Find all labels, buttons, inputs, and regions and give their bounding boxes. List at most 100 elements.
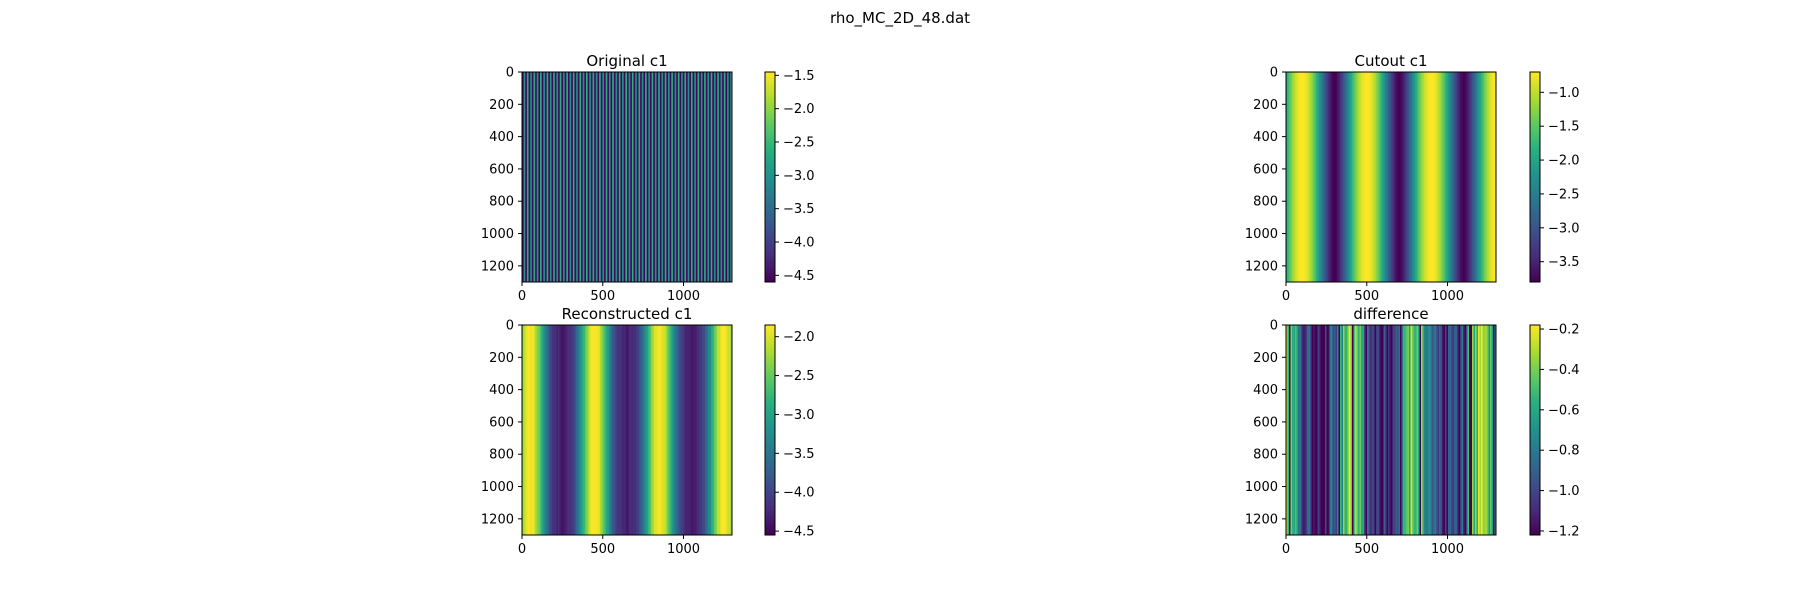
heatmap-column bbox=[715, 325, 718, 535]
heatmap-column bbox=[579, 72, 582, 282]
heatmap-column bbox=[1425, 72, 1428, 282]
heatmap-column bbox=[1320, 72, 1323, 282]
heatmap-column bbox=[523, 325, 526, 535]
heatmap-column bbox=[666, 72, 669, 282]
heatmap-column bbox=[1371, 325, 1374, 535]
heatmap-column bbox=[1430, 72, 1432, 282]
heatmap-column bbox=[697, 72, 700, 282]
heatmap-column bbox=[661, 72, 664, 282]
panel-title: Original c1 bbox=[586, 52, 667, 70]
heatmap-column bbox=[1319, 72, 1321, 282]
heatmap-column bbox=[544, 325, 547, 535]
heatmap-column bbox=[595, 325, 598, 535]
heatmap-column bbox=[658, 72, 661, 282]
heatmap-column bbox=[628, 72, 631, 282]
heatmap-column bbox=[1455, 325, 1458, 535]
heatmap-column bbox=[1379, 72, 1381, 282]
heatmap-column bbox=[1436, 72, 1438, 282]
heatmap-column bbox=[1491, 72, 1494, 282]
heatmap-column bbox=[1418, 325, 1420, 535]
heatmap-column bbox=[707, 72, 710, 282]
colorbar-tick-label: −4.5 bbox=[783, 525, 815, 540]
heatmap-column bbox=[1440, 325, 1443, 535]
heatmap-column bbox=[1419, 72, 1422, 282]
heatmap-column bbox=[1322, 325, 1324, 535]
heatmap-column bbox=[537, 325, 539, 535]
heatmap-column bbox=[640, 72, 643, 282]
heatmap-column bbox=[618, 72, 621, 282]
heatmap-column bbox=[672, 325, 674, 535]
colorbar-tick-label: −1.5 bbox=[1548, 120, 1580, 135]
heatmap-column bbox=[1346, 325, 1348, 535]
heatmap-image bbox=[522, 72, 733, 282]
heatmap-column bbox=[1341, 72, 1344, 282]
heatmap-column bbox=[1458, 72, 1461, 282]
heatmap-column bbox=[1320, 325, 1323, 535]
colorbar bbox=[764, 324, 776, 536]
colorbar-tick-label: −2.0 bbox=[783, 102, 815, 117]
heatmap-column bbox=[1421, 325, 1423, 535]
heatmap-column bbox=[591, 325, 593, 535]
heatmap-column bbox=[675, 325, 677, 535]
heatmap-column bbox=[1350, 72, 1353, 282]
heatmap-column bbox=[633, 72, 636, 282]
heatmap-column bbox=[628, 325, 631, 535]
heatmap-column bbox=[1406, 325, 1408, 535]
heatmap-column bbox=[1340, 325, 1342, 535]
heatmap-column bbox=[676, 72, 679, 282]
heatmap-column bbox=[1362, 72, 1365, 282]
heatmap-column bbox=[1349, 72, 1351, 282]
x-tick-label: 1000 bbox=[1431, 289, 1464, 304]
y-tick-label: 0 bbox=[506, 66, 514, 81]
heatmap-column bbox=[1289, 72, 1291, 282]
heatmap-column bbox=[541, 325, 544, 535]
heatmap-column bbox=[1370, 325, 1372, 535]
heatmap-column bbox=[1400, 72, 1402, 282]
heatmap-column bbox=[1286, 72, 1288, 282]
heatmap-column bbox=[730, 325, 733, 535]
heatmap-column bbox=[682, 72, 685, 282]
heatmap-column bbox=[702, 325, 704, 535]
y-tick-label: 1000 bbox=[481, 227, 514, 242]
heatmap-column bbox=[1310, 72, 1312, 282]
heatmap-column bbox=[546, 72, 549, 282]
heatmap-column bbox=[1368, 325, 1371, 535]
heatmap-column bbox=[584, 72, 587, 282]
heatmap-column bbox=[700, 72, 703, 282]
heatmap-column bbox=[602, 72, 605, 282]
heatmap-column bbox=[718, 325, 721, 535]
x-tick-label: 500 bbox=[1354, 542, 1379, 557]
y-tick-label: 200 bbox=[1253, 351, 1278, 366]
heatmap-column bbox=[679, 325, 682, 535]
heatmap-column bbox=[1323, 72, 1326, 282]
heatmap-column bbox=[1328, 325, 1330, 535]
heatmap-column bbox=[708, 325, 710, 535]
heatmap-column bbox=[594, 72, 597, 282]
heatmap-column bbox=[531, 325, 533, 535]
heatmap-column bbox=[577, 72, 580, 282]
heatmap-column bbox=[1389, 72, 1392, 282]
heatmap-column bbox=[532, 325, 535, 535]
x-tick-label: 500 bbox=[590, 289, 615, 304]
heatmap-column bbox=[1395, 325, 1398, 535]
y-tick-label: 0 bbox=[1270, 319, 1278, 334]
heatmap-column bbox=[717, 72, 720, 282]
heatmap-column bbox=[663, 72, 666, 282]
heatmap-column bbox=[585, 325, 587, 535]
heatmap-column bbox=[1394, 325, 1396, 535]
heatmap-column bbox=[559, 72, 562, 282]
y-tick-label: 800 bbox=[1253, 195, 1278, 210]
heatmap-column bbox=[1356, 72, 1359, 282]
heatmap-column bbox=[645, 72, 648, 282]
heatmap-column bbox=[523, 72, 526, 282]
heatmap-column bbox=[1385, 72, 1387, 282]
heatmap-column bbox=[1341, 325, 1344, 535]
colorbar-tick-label: −1.2 bbox=[1548, 524, 1580, 539]
x-tick-label: 0 bbox=[518, 289, 526, 304]
colorbar-tick-label: −0.4 bbox=[1548, 363, 1580, 378]
heatmap-column bbox=[1461, 325, 1464, 535]
heatmap-column bbox=[1490, 325, 1492, 535]
heatmap-column bbox=[723, 72, 726, 282]
heatmap-column bbox=[1307, 325, 1309, 535]
heatmap-column bbox=[1329, 72, 1332, 282]
